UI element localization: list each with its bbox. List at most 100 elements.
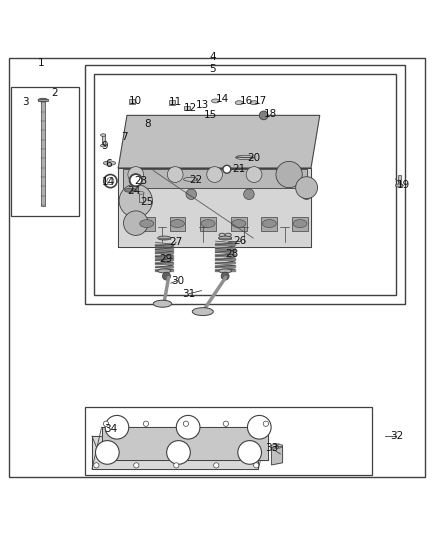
- Ellipse shape: [232, 220, 246, 228]
- Polygon shape: [92, 436, 258, 469]
- Ellipse shape: [212, 99, 219, 103]
- Circle shape: [94, 463, 99, 468]
- Circle shape: [128, 189, 139, 199]
- Circle shape: [124, 211, 148, 236]
- Text: 22: 22: [190, 175, 203, 185]
- Circle shape: [173, 463, 179, 468]
- Circle shape: [247, 415, 271, 439]
- Polygon shape: [102, 427, 268, 460]
- Ellipse shape: [262, 220, 276, 228]
- Circle shape: [166, 441, 190, 464]
- Text: 34: 34: [104, 424, 117, 434]
- Text: 1: 1: [38, 58, 45, 68]
- Circle shape: [176, 415, 200, 439]
- Text: 19: 19: [396, 181, 410, 190]
- Bar: [170, 216, 185, 231]
- Circle shape: [103, 421, 109, 426]
- Circle shape: [221, 272, 229, 280]
- Text: 10: 10: [129, 96, 142, 106]
- Ellipse shape: [158, 236, 171, 240]
- Circle shape: [134, 463, 139, 468]
- Text: 14: 14: [102, 177, 115, 188]
- Circle shape: [286, 167, 301, 182]
- Bar: [94, 74, 396, 295]
- Bar: [398, 174, 401, 184]
- Text: 11: 11: [169, 97, 182, 107]
- Text: 33: 33: [265, 443, 278, 453]
- Text: 3: 3: [22, 97, 29, 107]
- Bar: [139, 216, 155, 231]
- Text: 5: 5: [209, 63, 216, 74]
- Polygon shape: [118, 115, 320, 168]
- Text: 25: 25: [140, 197, 153, 207]
- Ellipse shape: [272, 444, 283, 448]
- Text: 27: 27: [170, 237, 183, 247]
- Ellipse shape: [293, 220, 307, 228]
- Text: 13: 13: [196, 100, 209, 110]
- Circle shape: [223, 165, 231, 173]
- Circle shape: [104, 174, 117, 188]
- Circle shape: [183, 421, 188, 426]
- Ellipse shape: [103, 161, 116, 165]
- Circle shape: [276, 161, 302, 188]
- Bar: [184, 106, 190, 110]
- Circle shape: [207, 167, 223, 182]
- Text: 32: 32: [390, 431, 403, 441]
- Text: 4: 4: [209, 52, 216, 62]
- Ellipse shape: [170, 220, 184, 228]
- Circle shape: [128, 167, 144, 182]
- Bar: [139, 192, 143, 201]
- Text: 28: 28: [226, 249, 239, 259]
- Circle shape: [130, 174, 142, 187]
- Text: 15: 15: [204, 110, 217, 120]
- Bar: [38, 99, 48, 101]
- Ellipse shape: [158, 269, 171, 273]
- Ellipse shape: [236, 155, 253, 159]
- Ellipse shape: [38, 98, 48, 102]
- Ellipse shape: [100, 134, 106, 136]
- Circle shape: [162, 272, 170, 280]
- Circle shape: [254, 463, 259, 468]
- Circle shape: [246, 167, 262, 182]
- Text: 20: 20: [247, 153, 261, 163]
- Text: 21: 21: [232, 164, 245, 174]
- Text: 12: 12: [184, 103, 197, 113]
- Ellipse shape: [225, 233, 231, 237]
- Ellipse shape: [395, 184, 403, 187]
- Text: 26: 26: [233, 236, 247, 246]
- Circle shape: [223, 421, 229, 426]
- Circle shape: [119, 184, 152, 217]
- Ellipse shape: [219, 236, 232, 240]
- Ellipse shape: [124, 188, 137, 192]
- Text: 8: 8: [145, 119, 152, 129]
- Text: 17: 17: [254, 96, 267, 106]
- Bar: [85, 65, 405, 304]
- Bar: [231, 216, 247, 231]
- Bar: [159, 238, 170, 239]
- Text: 31: 31: [183, 289, 196, 298]
- Bar: [219, 238, 231, 239]
- Ellipse shape: [138, 191, 144, 194]
- Ellipse shape: [140, 220, 154, 228]
- Circle shape: [238, 441, 261, 464]
- Bar: [169, 101, 175, 105]
- Text: 30: 30: [171, 276, 184, 286]
- Ellipse shape: [153, 300, 172, 307]
- Bar: [292, 216, 308, 231]
- Circle shape: [259, 111, 268, 120]
- Ellipse shape: [235, 101, 243, 104]
- Circle shape: [214, 463, 219, 468]
- Text: 6: 6: [105, 159, 112, 168]
- Circle shape: [107, 177, 114, 184]
- Text: 24: 24: [127, 186, 140, 196]
- Circle shape: [301, 189, 312, 199]
- Text: 29: 29: [159, 254, 172, 264]
- Text: 7: 7: [121, 132, 128, 142]
- Circle shape: [263, 421, 268, 426]
- Circle shape: [105, 415, 129, 439]
- Bar: [200, 216, 216, 231]
- Bar: [102, 135, 105, 146]
- Text: 2: 2: [51, 88, 58, 99]
- Bar: [41, 99, 45, 206]
- Bar: [123, 169, 307, 188]
